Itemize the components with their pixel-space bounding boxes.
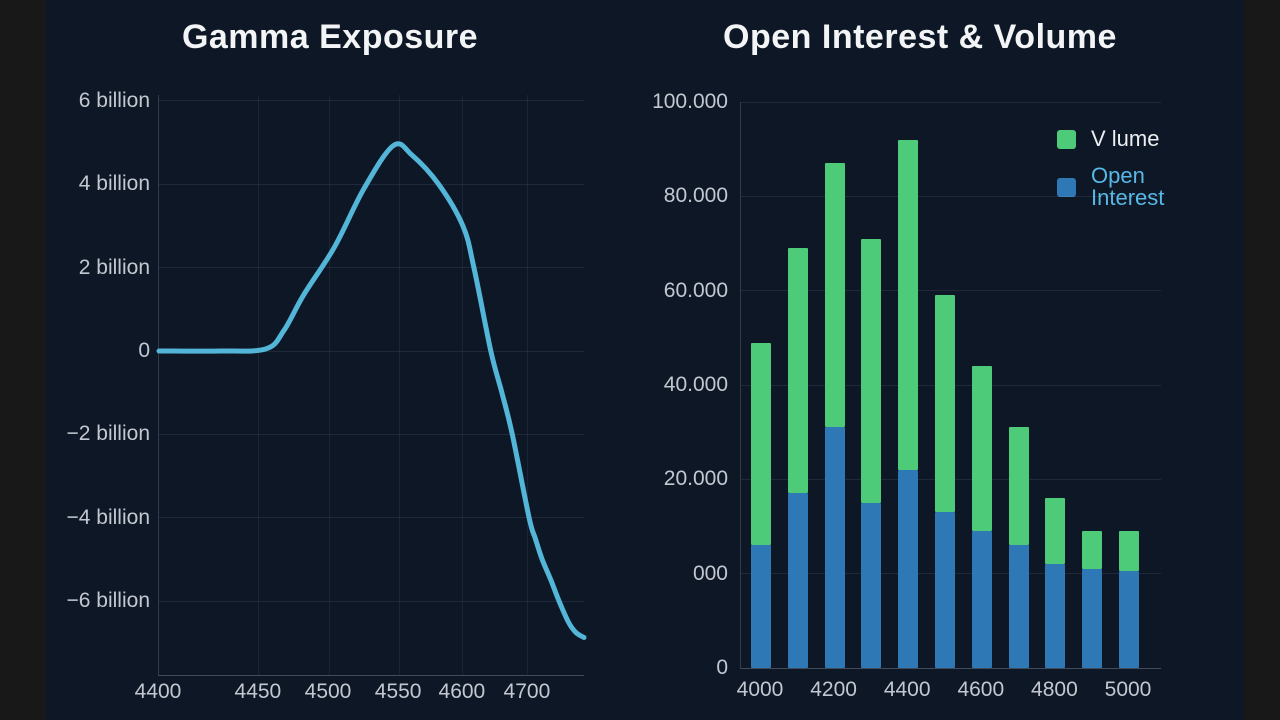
right-letterbox-strip [1244, 0, 1280, 720]
bar-segment-open-interest[interactable] [751, 545, 771, 668]
gamma-y-gridline [159, 100, 584, 102]
bar-segment-open-interest[interactable] [935, 512, 955, 668]
gamma-x-gridline [258, 95, 260, 675]
oi-x-tick-label: 4400 [883, 678, 931, 701]
legend-item-volume[interactable]: V lume [1057, 128, 1164, 150]
volume-legend-label: V lume [1091, 126, 1160, 151]
legend-item-open-interest[interactable]: Open Interest [1057, 165, 1164, 209]
oi-y-tick-label: 20.000 [663, 467, 728, 491]
chart-legend: V lume Open Interest [1057, 128, 1164, 224]
open-interest-legend-swatch [1057, 177, 1076, 197]
bar-segment-volume[interactable] [1119, 531, 1139, 572]
gamma-y-gridline [159, 267, 584, 269]
gamma-exposure-line[interactable] [156, 141, 587, 640]
volume-legend-swatch [1057, 129, 1076, 149]
oi-y-tick-label: 40.000 [663, 373, 728, 396]
bar-segment-volume[interactable] [751, 342, 771, 546]
gamma-y-tick-label: 0 [138, 339, 150, 363]
oi-y-tick-label: 60.000 [663, 278, 728, 302]
gamma-y-tick-label: −6 billion [66, 589, 150, 613]
gamma-y-gridline [159, 600, 584, 602]
gamma-y-gridline [159, 350, 584, 352]
oi-y-tick-label: 80.000 [663, 184, 728, 208]
gamma-x-tick-label: 4700 [503, 680, 551, 703]
gamma-y-tick-label: 2 billion [78, 255, 150, 279]
bar-segment-volume[interactable] [787, 248, 808, 494]
bar-segment-open-interest[interactable] [898, 469, 919, 668]
gamma-x-tick-label: 4400 [134, 680, 182, 703]
gamma-exposure-plot-area[interactable] [156, 95, 587, 676]
bar-segment-volume[interactable] [824, 163, 845, 428]
bar-segment-open-interest[interactable] [1045, 564, 1066, 668]
oi-x-tick-label: 4800 [1031, 678, 1078, 701]
gamma-x-gridline [328, 95, 330, 675]
gamma-x-gridline [527, 95, 529, 675]
open-interest-legend-label: Open Interest [1091, 163, 1165, 210]
bar-segment-volume[interactable] [971, 366, 992, 532]
gamma-y-gridline [159, 517, 584, 519]
gamma-chart-title: Gamma Exposure [181, 18, 479, 56]
gamma-exposure-curve-canvas [156, 141, 587, 640]
gamma-x-tick-label: 4600 [438, 680, 486, 703]
gamma-y-gridline [159, 183, 584, 185]
bar-segment-open-interest[interactable] [971, 531, 992, 668]
bar-segment-open-interest[interactable] [787, 493, 808, 668]
gamma-x-tick-label: 4450 [234, 680, 282, 703]
bar-segment-open-interest[interactable] [861, 502, 882, 668]
oi-x-tick-label: 4600 [957, 678, 1005, 701]
left-letterbox-strip [0, 0, 46, 720]
gamma-y-tick-label: 6 billion [78, 88, 150, 112]
oi-y-tick-label: 000 [692, 561, 728, 585]
gamma-y-tick-label: 4 billion [78, 172, 150, 196]
gamma-x-tick-label: 4550 [374, 680, 422, 703]
gamma-x-tick-label: 4500 [304, 680, 352, 703]
gamma-y-gridline [159, 433, 584, 435]
oi-y-tick-label: 100.000 [652, 90, 728, 113]
oi-x-tick-label: 5000 [1104, 678, 1152, 701]
gamma-y-tick-label: −2 billion [66, 422, 150, 446]
oi-x-tick-label: 4000 [736, 678, 784, 701]
bar-segment-open-interest[interactable] [1119, 571, 1139, 668]
bar-segment-volume[interactable] [935, 295, 955, 513]
bar-segment-volume[interactable] [898, 139, 919, 470]
oi-volume-chart-title: Open Interest & Volume [723, 18, 1117, 56]
bar-segment-open-interest[interactable] [1082, 568, 1103, 668]
oi-volume-plot-area[interactable]: V lume Open Interest [740, 101, 1164, 669]
gamma-y-tick-label: −4 billion [66, 505, 150, 529]
bar-segment-open-interest[interactable] [1008, 545, 1029, 668]
bar-segment-open-interest[interactable] [824, 427, 845, 668]
bar-segment-volume[interactable] [861, 238, 882, 503]
oi-y-gridline [741, 101, 1161, 103]
bar-segment-volume[interactable] [1045, 498, 1066, 565]
oi-x-tick-label: 4200 [810, 678, 857, 701]
oi-y-gridline [741, 290, 1161, 292]
oi-y-gridline [741, 195, 1161, 197]
oi-y-tick-label: 0 [716, 656, 728, 679]
bar-segment-volume[interactable] [1008, 427, 1029, 546]
gamma-x-gridline [462, 95, 464, 675]
gamma-x-gridline [398, 95, 400, 675]
bar-segment-volume[interactable] [1082, 531, 1103, 569]
